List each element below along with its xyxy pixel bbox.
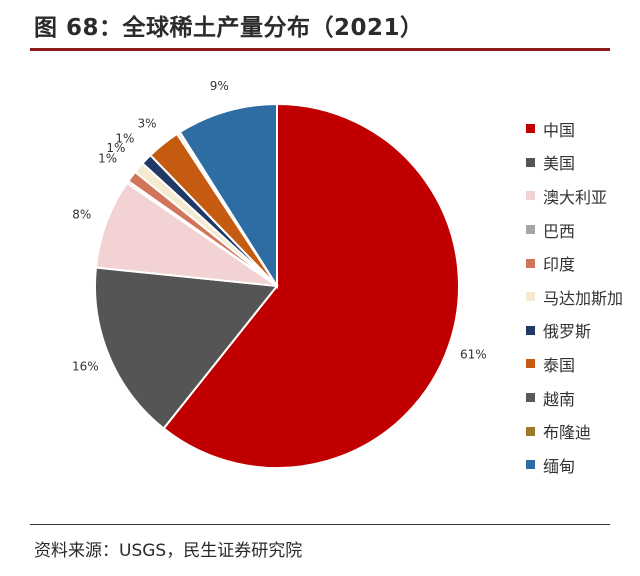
pie-slice-10 xyxy=(178,102,278,290)
legend-item-slice-2: 澳大利亚 xyxy=(526,179,638,213)
pie-label-slice-7: 3% xyxy=(137,117,156,131)
pie-slice-1 xyxy=(94,266,279,430)
legend-label: 马达加斯加 xyxy=(543,288,624,308)
chart-legend: 中国美国澳大利亚巴西印度马达加斯加俄罗斯泰国越南布隆迪缅甸 xyxy=(526,112,638,482)
pie-slice-0 xyxy=(162,102,460,469)
source-divider xyxy=(30,524,610,525)
legend-swatch xyxy=(526,292,535,302)
chart-title: 图 68：全球稀土产量分布（2021） xyxy=(34,15,424,41)
legend-swatch xyxy=(526,426,535,436)
legend-item-slice-10: 缅甸 xyxy=(526,448,638,482)
pie-label-slice-4: 1% xyxy=(98,151,117,165)
legend-swatch xyxy=(526,393,535,403)
legend-label: 越南 xyxy=(543,389,576,409)
legend-item-slice-7: 泰国 xyxy=(526,347,638,381)
legend-label: 中国 xyxy=(543,120,576,140)
pie-label-slice-6: 1% xyxy=(115,131,134,145)
pie-label-slice-10: 9% xyxy=(210,79,229,93)
legend-label: 泰国 xyxy=(543,355,576,375)
legend-item-slice-3: 巴西 xyxy=(526,213,638,247)
legend-item-slice-6: 俄罗斯 xyxy=(526,314,638,348)
legend-label: 布隆迪 xyxy=(543,423,592,443)
pie-label-slice-2: 8% xyxy=(72,207,91,221)
legend-item-slice-4: 印度 xyxy=(526,246,638,280)
legend-swatch xyxy=(526,359,535,369)
legend-label: 缅甸 xyxy=(543,456,576,476)
legend-swatch xyxy=(526,191,535,201)
pie-slice-2 xyxy=(94,181,278,287)
legend-label: 俄罗斯 xyxy=(543,322,592,342)
legend-label: 印度 xyxy=(543,255,576,275)
legend-item-slice-9: 布隆迪 xyxy=(526,414,638,448)
title-underline xyxy=(30,48,610,51)
legend-swatch xyxy=(526,460,535,470)
legend-item-slice-8: 越南 xyxy=(526,381,638,415)
legend-swatch xyxy=(526,157,535,167)
legend-label: 澳大利亚 xyxy=(543,187,608,207)
legend-swatch xyxy=(526,124,535,134)
legend-label: 美国 xyxy=(543,154,576,174)
source-note: 资料来源：USGS，民生证券研究院 xyxy=(34,541,303,561)
legend-swatch xyxy=(526,258,535,268)
pie-label-slice-1: 16% xyxy=(72,360,99,374)
pie-label-slice-0: 61% xyxy=(460,348,487,362)
legend-swatch xyxy=(526,225,535,235)
pie-label-slice-5: 1% xyxy=(106,141,125,155)
legend-item-slice-0: 中国 xyxy=(526,112,638,146)
legend-item-slice-5: 马达加斯加 xyxy=(526,280,638,314)
legend-item-slice-1: 美国 xyxy=(526,146,638,180)
legend-swatch xyxy=(526,325,535,335)
legend-label: 巴西 xyxy=(543,221,576,241)
